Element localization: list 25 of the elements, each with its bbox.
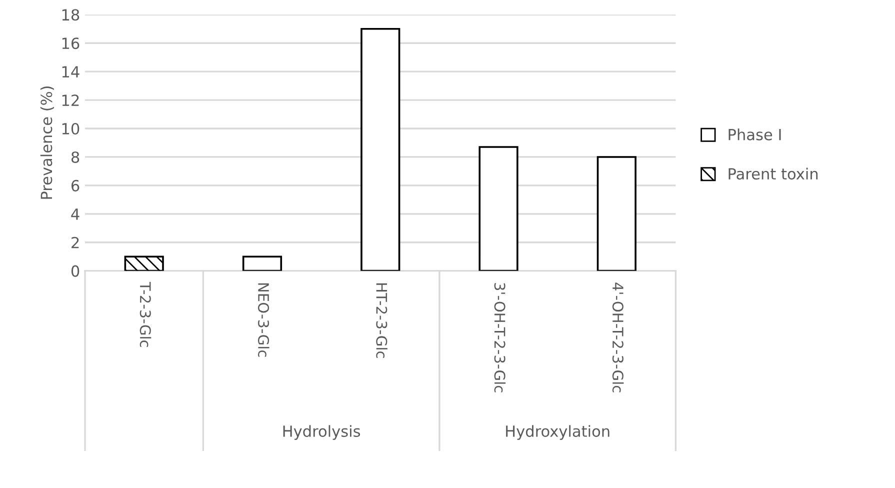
bar bbox=[478, 146, 518, 271]
x-tick-label: HT-2-3-Glc bbox=[376, 283, 388, 358]
y-tick-label: 10 bbox=[62, 122, 80, 135]
y-tick-label: 12 bbox=[62, 94, 79, 106]
y-tick-label: 6 bbox=[72, 180, 80, 192]
bar bbox=[242, 256, 282, 271]
x-tick-label: NEO-3-Glc bbox=[258, 283, 270, 357]
x-tick-label: 3'-OH-T-2-3-Glc bbox=[494, 283, 506, 392]
y-tick-label: 18 bbox=[62, 9, 80, 21]
text: Hydrolysis bbox=[283, 425, 360, 440]
legend-label: Phase I bbox=[728, 128, 781, 140]
y-tick-label: 2 bbox=[72, 236, 79, 248]
x-tick-label: 4'-OH-T-2-3-Glc bbox=[612, 282, 624, 392]
legend-label: Parent toxin bbox=[728, 168, 818, 180]
x-tick-label: T-2-3-Glc bbox=[140, 282, 152, 347]
y-tick-label: 0 bbox=[71, 265, 80, 277]
y-tick-label: 4 bbox=[71, 208, 80, 220]
text: Hydroxylation bbox=[506, 425, 610, 440]
y-axis-title: Prevalence (%) bbox=[40, 86, 54, 199]
bar bbox=[124, 256, 164, 271]
y-tick-label: 14 bbox=[62, 66, 80, 78]
bar bbox=[596, 156, 636, 271]
bar bbox=[360, 28, 400, 271]
y-tick-label: 16 bbox=[62, 38, 80, 50]
y-tick-label: 8 bbox=[71, 151, 80, 163]
